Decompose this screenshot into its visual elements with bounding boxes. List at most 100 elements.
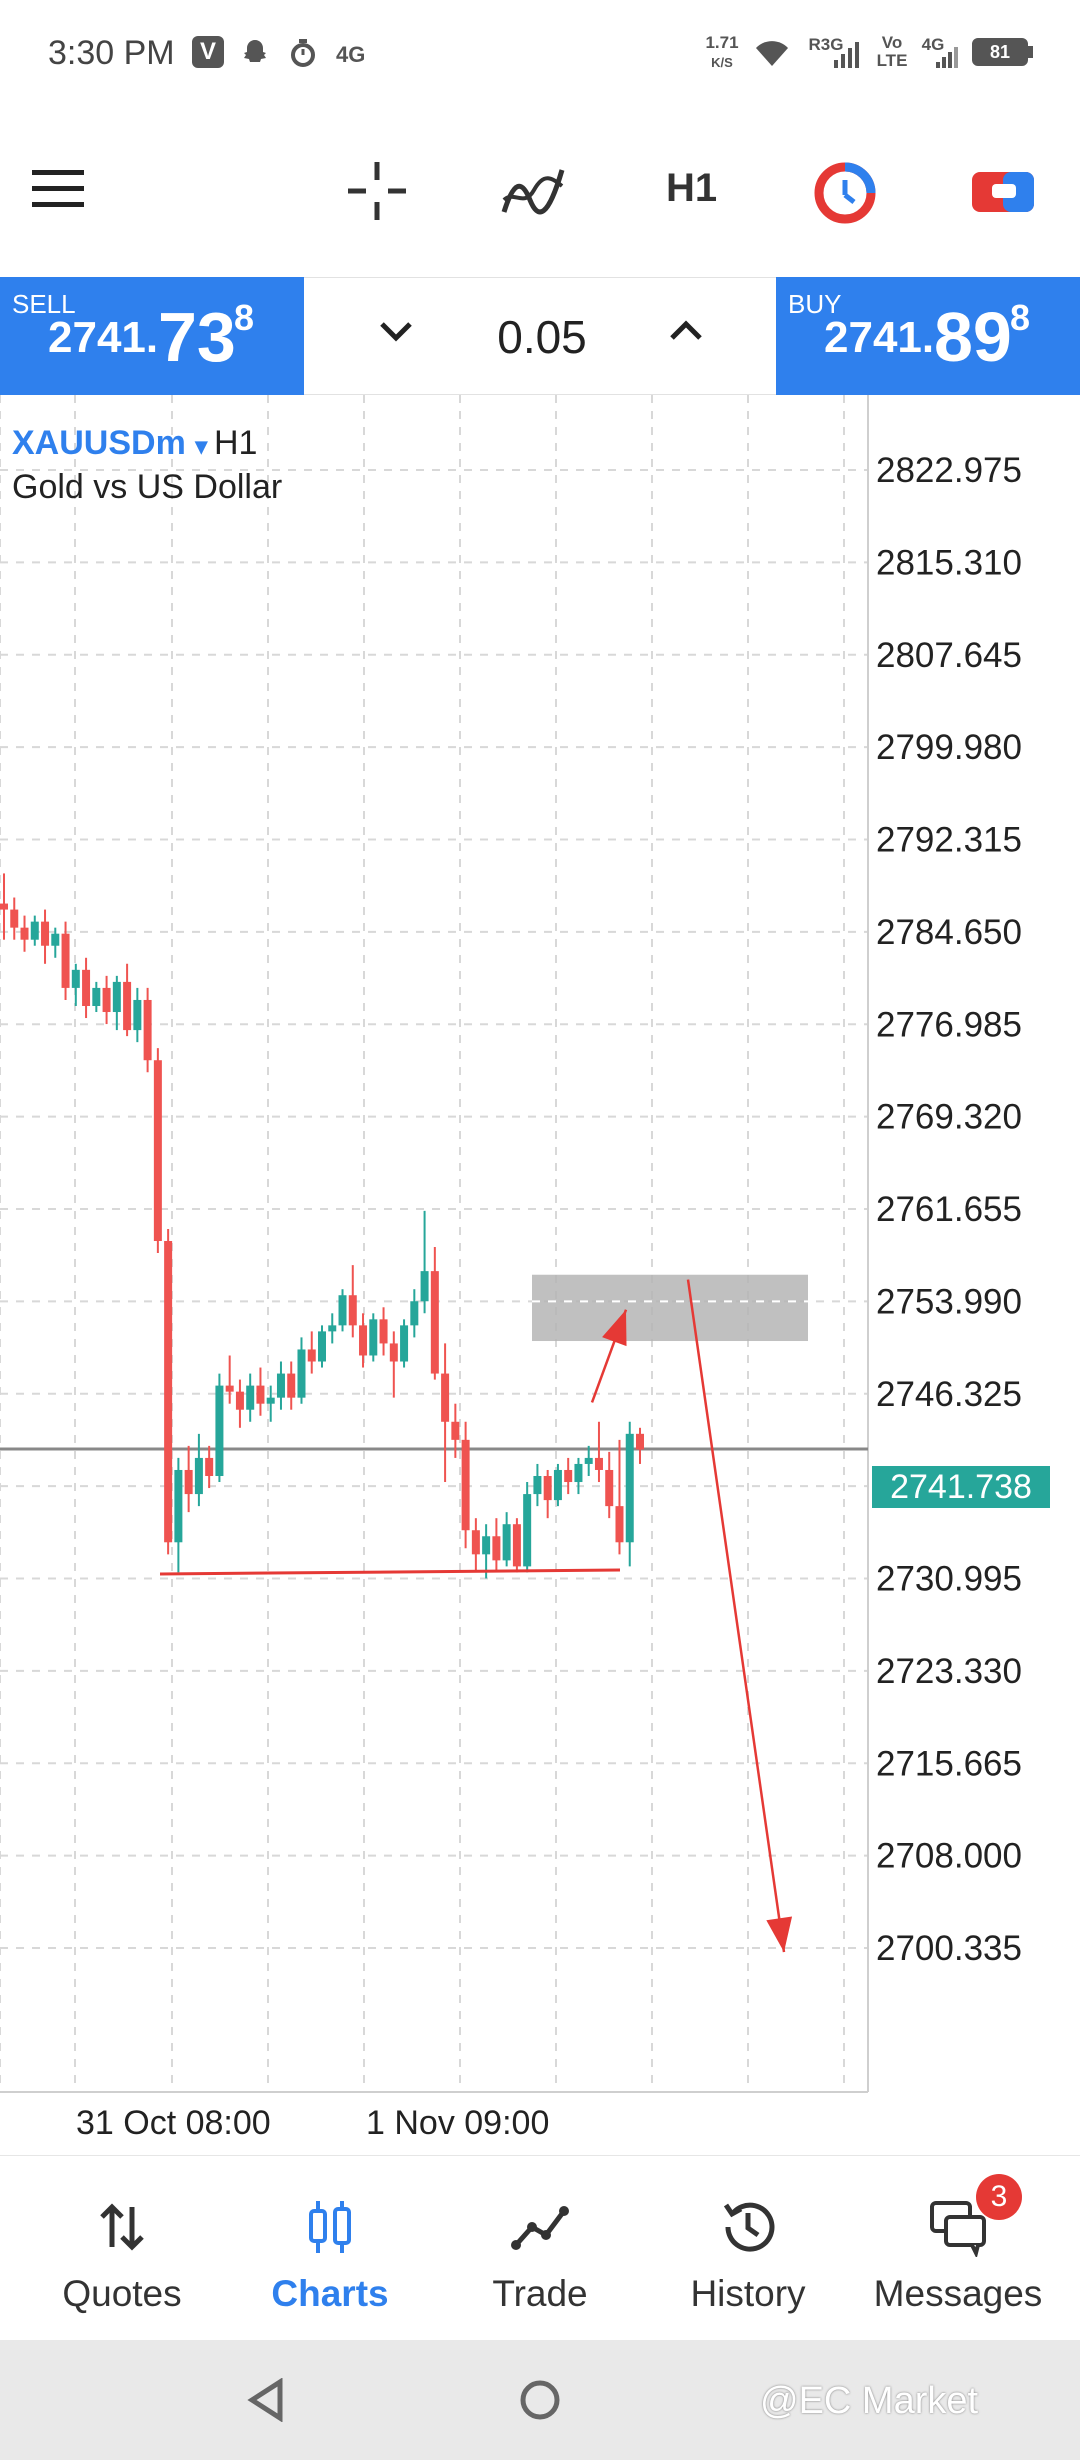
candle-body [102,987,111,1013]
candle-body [492,1536,501,1561]
nav-trade-label: Trade [492,2273,588,2314]
signal-bars-2-icon [934,44,960,75]
chart-area[interactable]: 2822.975 2815.310 2807.645 2799.980 2792.315… [0,395,1080,2155]
candle-body [430,1271,439,1374]
candle-body [215,1385,224,1477]
sell-price-sup: 8 [234,297,255,338]
sell-price-big: 73 [158,298,236,376]
y-tick-label: 2753.990 [876,1282,1022,1321]
candle-body [133,999,142,1031]
nav-quotes[interactable]: Quotes [14,2155,230,2340]
candle-body [51,933,60,946]
buy-button[interactable]: BUY 2741. 89 8 [776,277,1080,395]
candle-body [61,933,70,988]
resistance-zone [532,1274,808,1342]
nav-charts-label: Charts [271,2273,389,2314]
y-tick-label: 2769.320 [876,1098,1022,1137]
candle-body [82,969,91,1006]
nav-history[interactable]: History [640,2155,856,2340]
candle-body [30,921,39,940]
candle-body [287,1373,296,1398]
candle-body [0,903,8,910]
y-tick-label: 2730.995 [876,1560,1022,1599]
candle-body [512,1524,521,1567]
candle-body [318,1331,326,1362]
vpn-icon: V [192,36,224,68]
candles-icon [309,2201,351,2253]
candle-body [594,1457,603,1470]
nav-charts[interactable]: Charts [222,2155,438,2340]
one-click-trading-icon[interactable] [970,166,1036,223]
sell-label: SELL [12,289,76,319]
candle-body [605,1469,614,1507]
chat-bubbles-icon [930,2201,986,2257]
down-arrow-head [766,1916,793,1953]
status-time: 3:30 PM [48,34,175,72]
candle-body [164,1240,173,1543]
network-r3g: R3G [808,35,844,54]
candle-body [92,987,101,1006]
current-price-tag: 2741.738 [872,1466,1050,1508]
y-tick-label: 2700.335 [876,1929,1022,1968]
indicators-icon[interactable] [500,160,568,227]
candle-body [194,1457,203,1495]
objects-icon[interactable] [812,160,878,231]
nav-quotes-label: Quotes [62,2273,182,2314]
wifi-icon [752,36,792,75]
y-tick-label: 2784.650 [876,913,1022,952]
candle-body [441,1373,450,1422]
sell-button[interactable]: SELL 2741. 73 8 [0,277,304,395]
y-tick-label: 2723.330 [876,1652,1022,1691]
history-clock-icon [723,2202,775,2252]
x-tick-label: 1 Nov 09:00 [366,2104,549,2142]
candle-body [153,1060,162,1241]
network-4g: 4G [921,35,945,54]
candle-body [584,1457,593,1464]
nav-messages[interactable]: Messages [850,2155,1066,2340]
candle-body [379,1319,388,1344]
x-tick-label: 31 Oct 08:00 [76,2104,271,2142]
candle-body [564,1469,573,1483]
candle-body [235,1391,244,1410]
menu-icon[interactable] [30,168,86,215]
candle-body [256,1385,265,1404]
support-line [159,1568,621,1576]
candle-body [615,1506,624,1543]
y-tick-label: 2807.645 [876,636,1022,675]
y-tick-label: 2715.665 [876,1744,1022,1783]
crosshair-icon[interactable] [346,160,408,227]
timeframe-button[interactable]: H1 [666,166,718,210]
candle-body [482,1536,491,1555]
signal-bars-1-icon [832,40,860,75]
symbol-name[interactable]: XAUUSDm ▾ [12,424,207,463]
candle-body [451,1421,460,1440]
candle-body [297,1349,306,1398]
candle-body [543,1476,552,1501]
lot-size-control: 0.05 [304,277,776,395]
chart-timeframe-label: H1 [214,424,258,462]
back-icon[interactable] [246,2377,286,2427]
lot-increase-chevron-up-icon[interactable] [666,316,706,351]
candle-body [502,1524,511,1561]
candle-body [359,1325,368,1356]
candle-body [71,969,80,988]
candle-body [461,1439,470,1531]
candle-body [307,1349,316,1362]
candle-body [10,909,19,928]
price-chart[interactable]: 2822.975 2815.310 2807.645 2799.980 2792.315… [0,395,1080,2155]
messages-badge: 3 [976,2174,1022,2220]
nav-trade[interactable]: Trade [432,2155,648,2340]
candle-body [523,1494,532,1567]
battery-tip [1028,46,1033,58]
candle-body [400,1325,409,1362]
network-4g-left: 4G [336,42,366,67]
lot-decrease-chevron-down-icon[interactable] [376,316,416,351]
y-tick-label: 2799.980 [876,728,1022,767]
y-tick-label: 2761.655 [876,1190,1022,1229]
candle-body [533,1476,542,1495]
candle-body [338,1295,347,1326]
system-nav-bar [0,2340,1080,2460]
lot-value[interactable]: 0.05 [497,311,587,363]
network-lte: LTE [876,51,908,70]
home-icon[interactable] [518,2378,562,2427]
